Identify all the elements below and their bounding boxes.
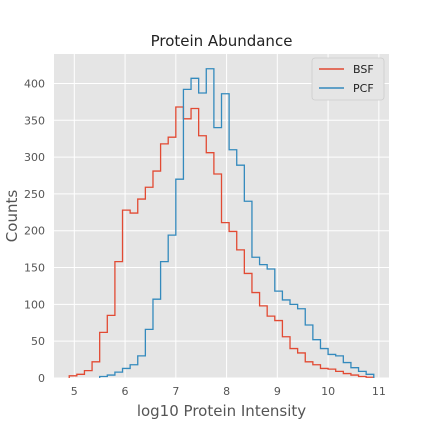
chart-title: Protein Abundance [151, 32, 293, 50]
y-axis-ticks: 0 50 100 150 200 250 300 350 400 [24, 77, 45, 385]
x-tick-label: 11 [372, 385, 386, 398]
series-pcf-histogram [99, 68, 375, 378]
legend: BSF PCF [311, 57, 385, 101]
legend-label-bsf: BSF [353, 63, 374, 76]
x-tick-label: 6 [122, 385, 129, 398]
y-axis-label: Counts [3, 190, 21, 243]
y-tick-label: 400 [24, 77, 45, 90]
legend-label-pcf: PCF [353, 82, 374, 95]
y-tick-label: 300 [24, 151, 45, 164]
x-tick-label: 9 [274, 385, 281, 398]
x-tick-label: 8 [223, 385, 230, 398]
y-tick-label: 50 [31, 335, 45, 348]
y-tick-label: 100 [24, 298, 45, 311]
y-tick-label: 200 [24, 225, 45, 238]
y-tick-label: 150 [24, 262, 45, 275]
x-axis-ticks: 5 6 7 8 9 10 11 [71, 385, 386, 398]
x-axis-label: log10 Protein Intensity [137, 402, 306, 420]
x-tick-label: 5 [71, 385, 78, 398]
y-tick-label: 0 [38, 372, 45, 385]
x-tick-label: 7 [172, 385, 179, 398]
x-tick-label: 10 [321, 385, 335, 398]
y-tick-label: 350 [24, 114, 45, 127]
series-bsf-histogram [68, 106, 375, 378]
series-layer [68, 68, 375, 378]
y-tick-label: 250 [24, 188, 45, 201]
